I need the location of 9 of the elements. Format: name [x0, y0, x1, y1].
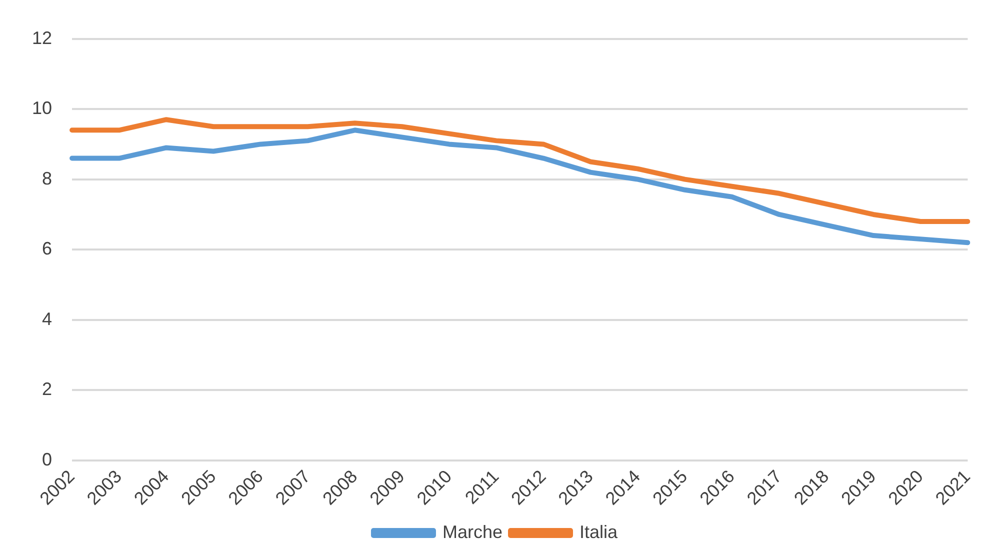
- y-tick-label: 4: [42, 308, 52, 329]
- y-tick-label: 2: [42, 379, 52, 400]
- y-tick-label: 12: [32, 28, 52, 48]
- y-tick-label: 10: [32, 98, 52, 118]
- y-tick-label: 0: [42, 449, 52, 470]
- legend-label: Italia: [580, 522, 619, 542]
- legend-label: Marche: [442, 522, 503, 542]
- y-tick-label: 6: [42, 238, 52, 259]
- y-tick-label: 8: [42, 168, 52, 188]
